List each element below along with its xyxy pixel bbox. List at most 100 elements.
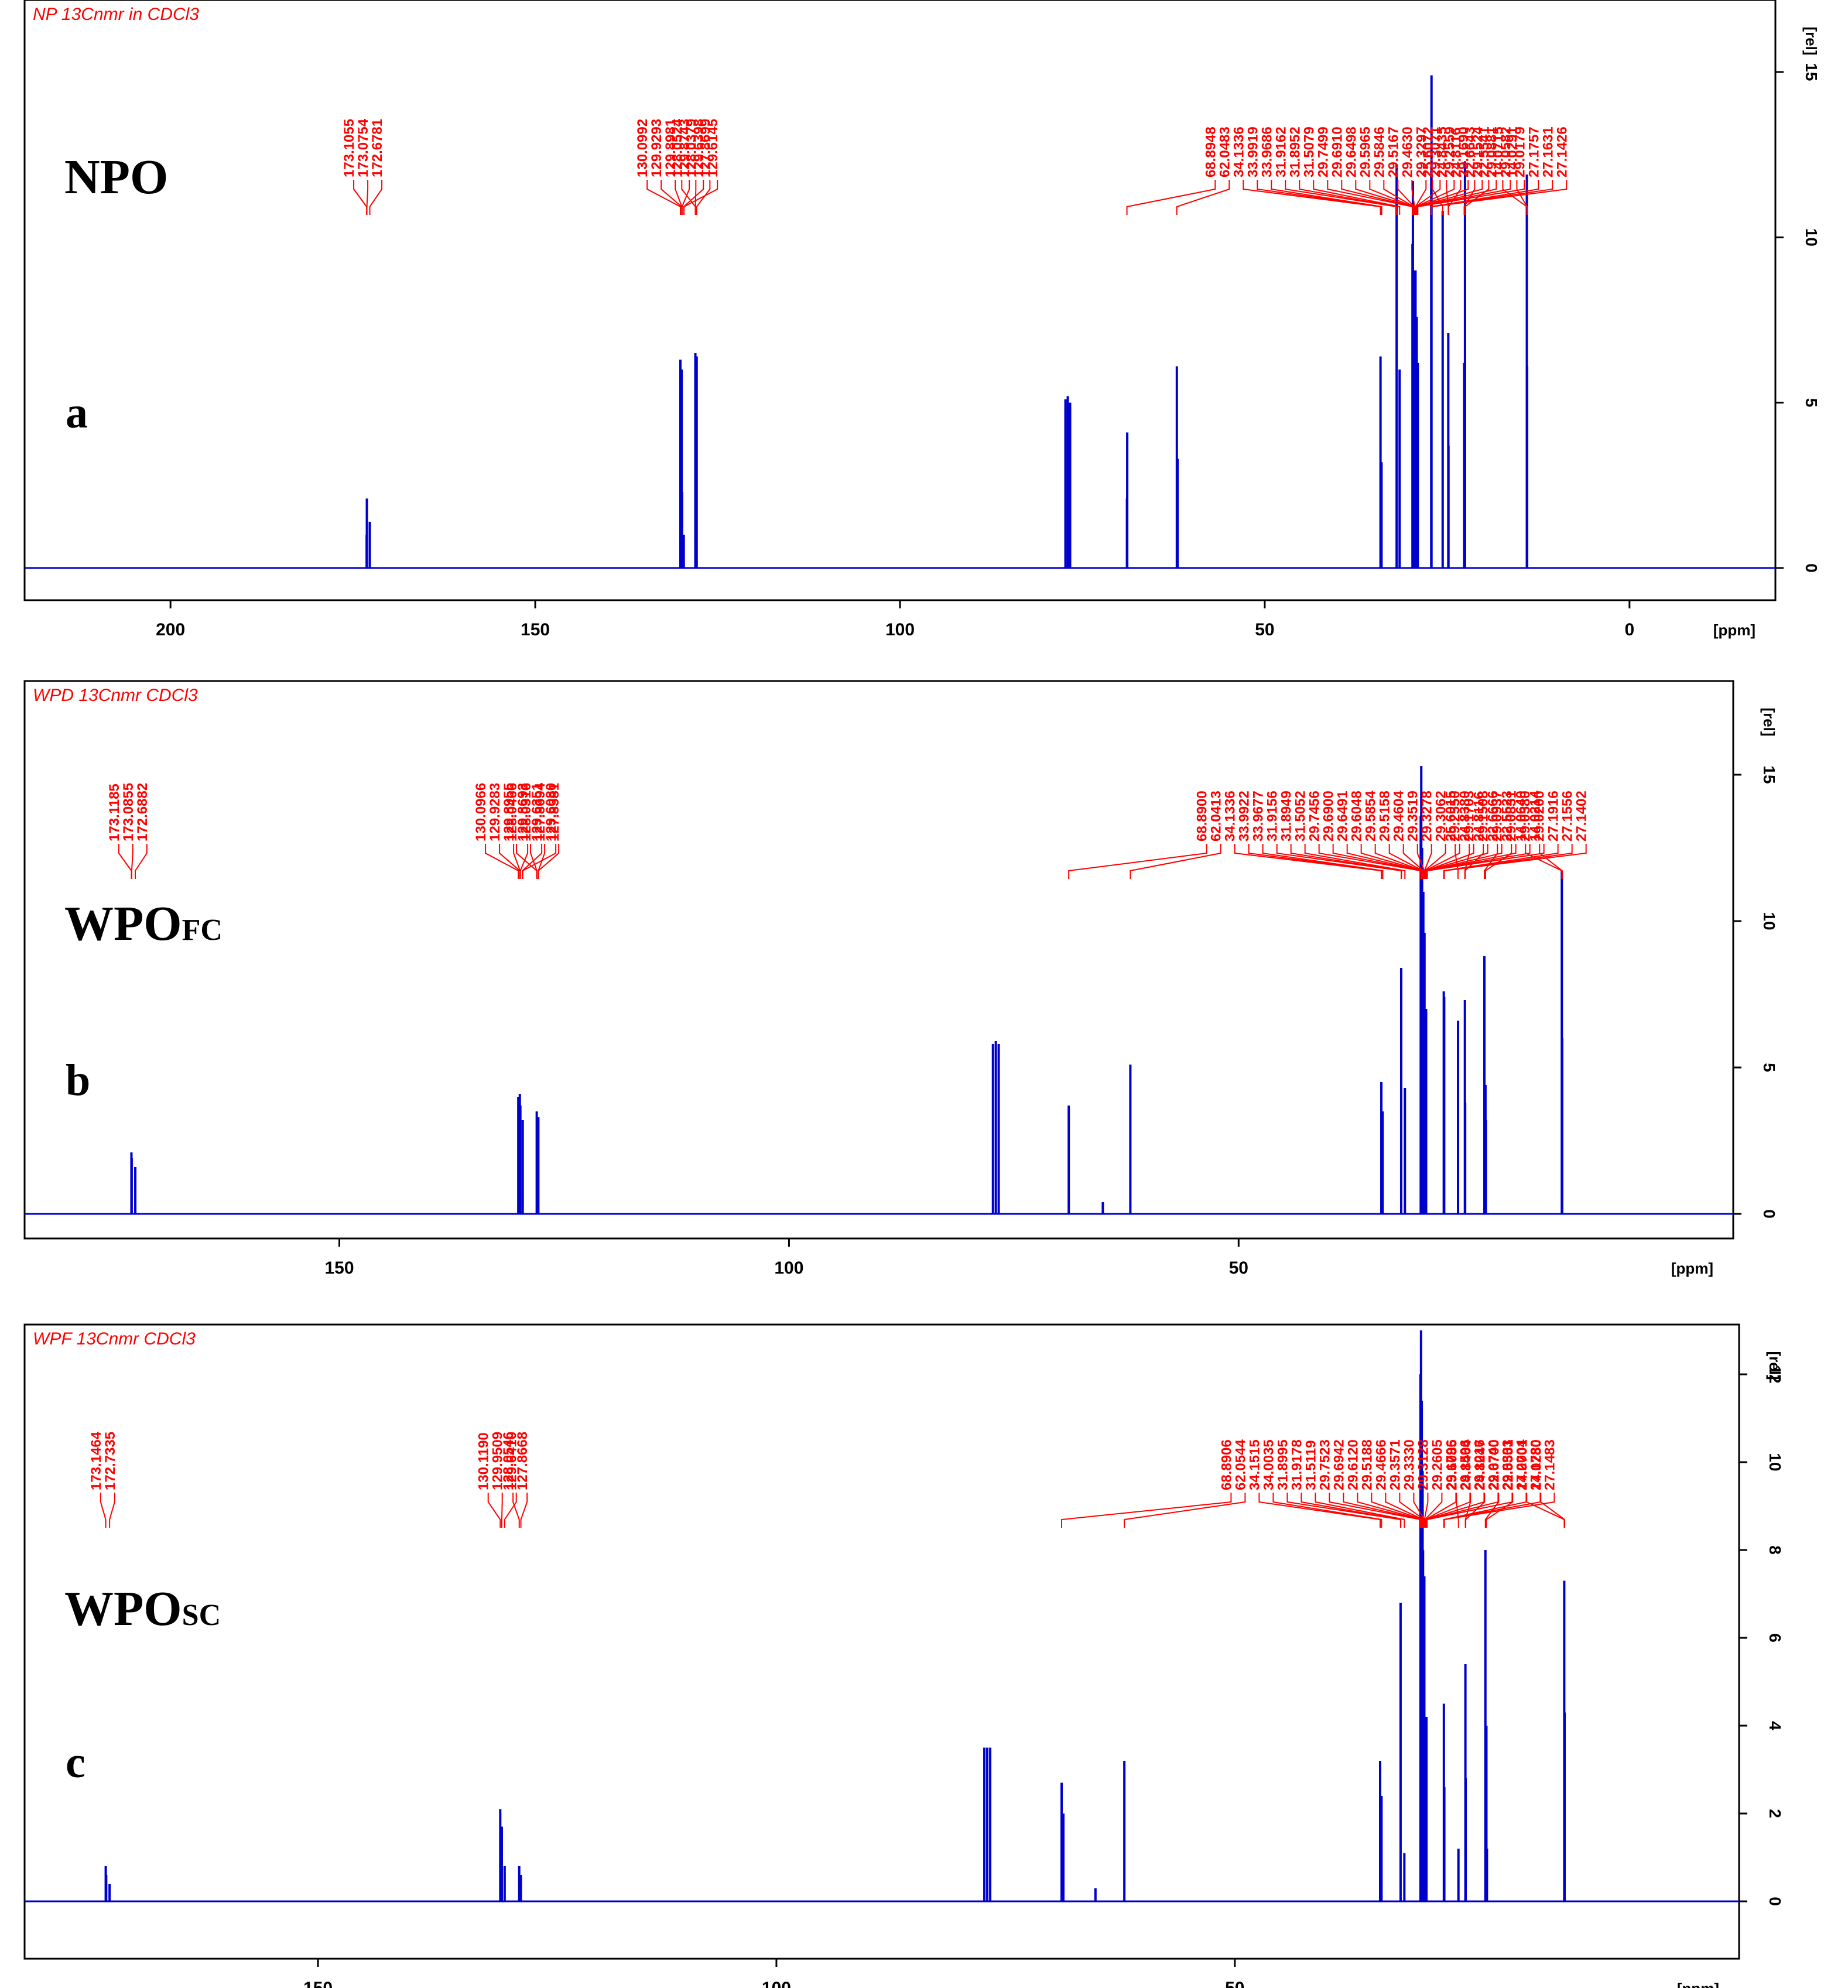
peak-label: 29.3519 (1405, 791, 1421, 841)
peak-label: 27.1631 (1540, 126, 1556, 177)
y-tick-label: 5 (1760, 1063, 1778, 1072)
peak-label: 29.6900 (1321, 791, 1337, 841)
peak-label-leader (1374, 844, 1423, 879)
plot-frame (23, 0, 1777, 601)
x-tick-label: 150 (521, 620, 550, 639)
peak-label: 29.0179 (1512, 126, 1528, 177)
peak-label: 29.2559 (1442, 126, 1457, 177)
peak-label: 29.0881 (1484, 126, 1500, 177)
peak-label: 14.0640 (1513, 791, 1529, 841)
peak-label-leader (135, 844, 148, 879)
y-axis-unit: [rel] (1802, 26, 1820, 55)
peak-label: 31.5052 (1293, 791, 1309, 841)
peak-label-leader (1343, 1493, 1422, 1528)
peak-label-leader (1126, 180, 1216, 215)
peak-label-leader (681, 180, 690, 215)
peak-label: 34.1336 (1223, 791, 1238, 841)
x-tick-label: 50 (1255, 620, 1274, 639)
peak-label: 34.1515 (1247, 1439, 1262, 1490)
peak-label: 27.2004 (1514, 1439, 1529, 1490)
peak-label: 129.6351 (529, 783, 545, 841)
peak-label-leader (1124, 1493, 1246, 1528)
peak-label: 29.4604 (1391, 791, 1407, 841)
peak-label-leader (1402, 844, 1424, 879)
peak-label-group: 25.601524.838024.811622.666622.552314.06… (1443, 791, 1563, 879)
peak-label: 29.5158 (1377, 791, 1393, 841)
peak-label-leader (1425, 1493, 1457, 1528)
sample-subscript: FC (182, 913, 223, 947)
y-tick-label: 0 (1760, 1209, 1778, 1219)
peak-label-leader (1299, 180, 1398, 215)
peak-label: 31.8949 (1279, 791, 1295, 841)
peak-label: 127.8694 (532, 782, 548, 841)
peak-label: 29.5965 (1357, 126, 1373, 177)
peak-label: 29.6942 (1331, 1439, 1347, 1490)
peak-label: 14.0291 (1504, 126, 1520, 177)
peak-label: 33.9919 (1245, 126, 1261, 177)
peak-label: 127.8581 (546, 783, 562, 841)
peak-label-leader (504, 1493, 517, 1528)
peak-label: 62.0544 (1233, 1439, 1248, 1490)
panel-letter: a (66, 388, 88, 437)
peak-label: 29.5854 (1363, 791, 1379, 841)
y-tick-label: 0 (1766, 1897, 1784, 1906)
y-tick-label: 10 (1802, 228, 1820, 247)
peak-label: 173.0855 (121, 783, 136, 841)
peak-label: 127.8699 (697, 119, 713, 177)
peak-label: 68.8906 (1219, 1439, 1234, 1490)
peak-label: 25.6015 (1443, 791, 1459, 841)
x-tick-label: 0 (1624, 620, 1634, 639)
peak-label: 29.3128 (1415, 1439, 1431, 1490)
peak-label: 29.0580 (1518, 791, 1534, 841)
peak-label-leader (1258, 1493, 1381, 1528)
peak-label: 14.0701 (1514, 1439, 1530, 1490)
peak-label-leader (1540, 1493, 1566, 1528)
y-tick-label: 5 (1802, 398, 1820, 408)
peak-label: 68.8900 (1195, 791, 1210, 841)
y-tick-label: 6 (1766, 1633, 1784, 1643)
peak-label: 172.6882 (135, 783, 150, 841)
peak-label-group: 130.0992129.9293129.8981129.8743129.6398… (635, 119, 721, 215)
peak-label-leader (118, 844, 132, 879)
x-tick-label: 50 (1229, 1258, 1248, 1278)
x-tick-label: 100 (774, 1258, 803, 1278)
peak-label-leader (369, 180, 383, 215)
peak-label: 29.6910 (1329, 126, 1345, 177)
peak-label: 68.8948 (1203, 126, 1219, 177)
sample-name: NPO (64, 150, 168, 204)
peak-label-leader (1304, 844, 1406, 879)
x-tick-label: 100 (762, 1979, 791, 1988)
peak-label: 29.5167 (1385, 126, 1401, 177)
peak-label: 29.3571 (1387, 1439, 1403, 1490)
x-axis-unit: [ppm] (1677, 1980, 1719, 1988)
plot-frame (23, 680, 1734, 1240)
peak-label-leader (1484, 1493, 1500, 1528)
peak-label-leader (1463, 180, 1476, 215)
peak-label-leader (1415, 180, 1455, 215)
peak-label: 29.1596 (1457, 1439, 1473, 1490)
peak-label-leader (1313, 180, 1401, 215)
peak-label-leader (1464, 180, 1490, 215)
peak-label-leader (1271, 180, 1382, 215)
peak-label: 33.9922 (1237, 791, 1252, 841)
peak-label-leader (1272, 1493, 1382, 1528)
spectrum-title: NP 13Cnmr in CDCl3 (33, 5, 199, 24)
peak-label-leader (1464, 844, 1484, 879)
y-tick-label: 15 (1760, 765, 1778, 783)
peak-label: 128.0466 (504, 783, 520, 841)
x-axis-unit: [ppm] (1671, 1260, 1713, 1277)
sample-subscript: SC (182, 1599, 221, 1632)
peak-label: 34.1336 (1231, 126, 1247, 177)
peak-label: 29.1690 (1456, 126, 1471, 177)
y-tick-label: 10 (1760, 912, 1778, 930)
peak-label-leader (1516, 180, 1528, 215)
panel-letter: b (66, 1056, 90, 1105)
peak-label: 22.5541 (1476, 126, 1492, 177)
panel-a: NP 13Cnmr in CDCl3 NPO a 200 150 100 50 0 [ppm] 0… (23, 0, 1820, 639)
peak-label: 33.9686 (1259, 126, 1275, 177)
peak-label: 129.6080 (543, 783, 559, 841)
peak-label: 29.1524 (1470, 126, 1486, 177)
peak-label-leader (1443, 844, 1573, 879)
peak-label: 27.1757 (1526, 126, 1542, 177)
spectrum-title: WPF 13Cnmr CDCl3 (33, 1329, 196, 1349)
